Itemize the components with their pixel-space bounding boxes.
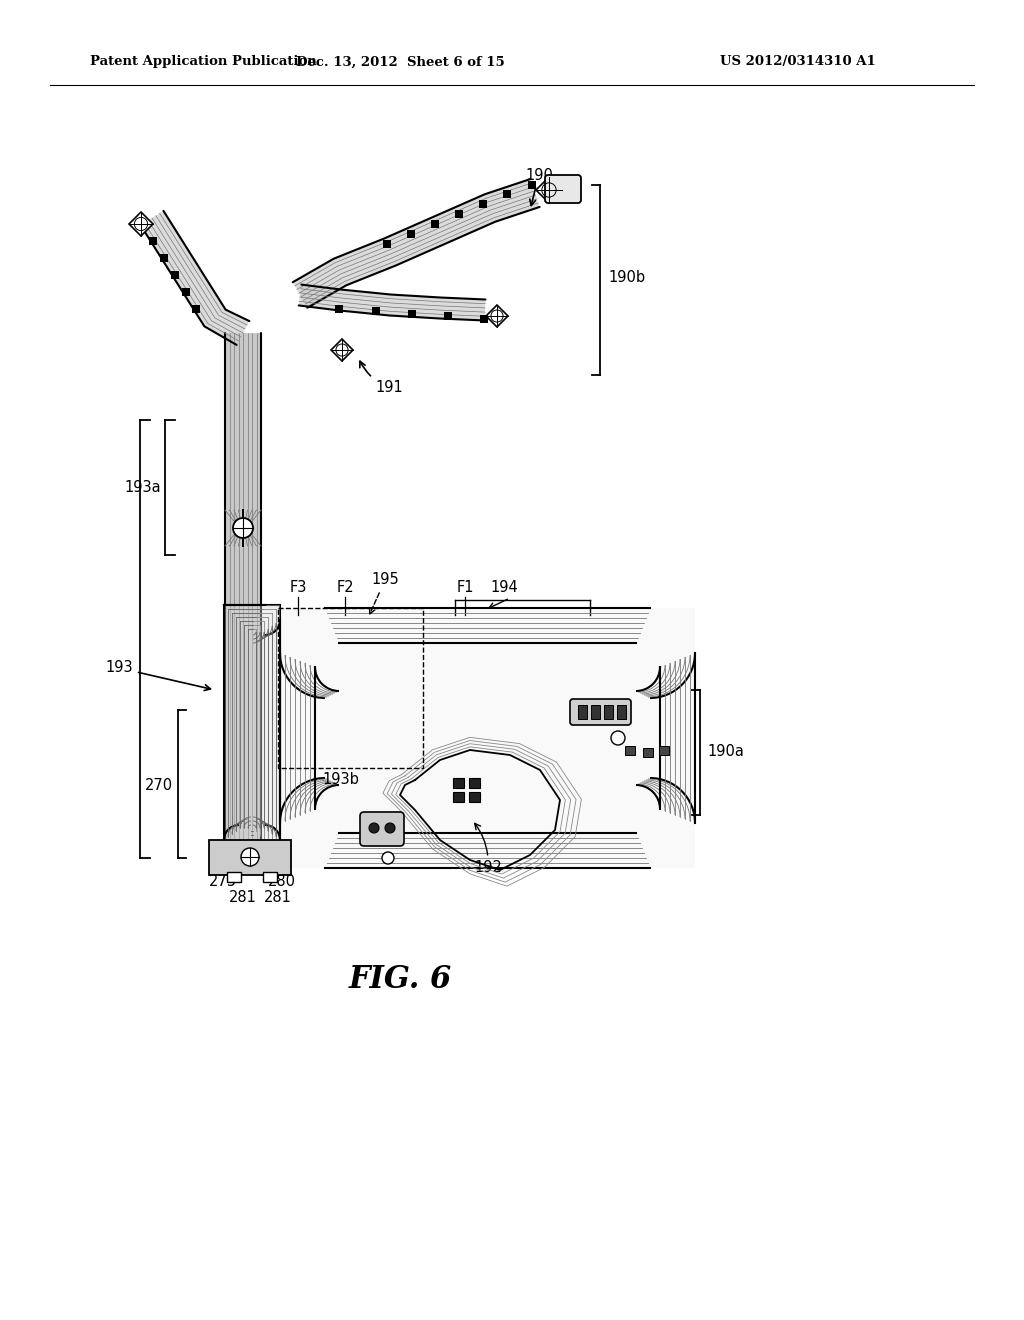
Text: 193: 193: [105, 660, 211, 690]
Bar: [193, 305, 201, 313]
FancyBboxPatch shape: [360, 812, 404, 846]
Bar: [336, 305, 343, 313]
Text: 193b: 193b: [322, 772, 358, 788]
Polygon shape: [225, 333, 261, 855]
Bar: [625, 746, 635, 755]
Text: FIG. 6: FIG. 6: [348, 965, 452, 995]
Bar: [408, 310, 416, 318]
Polygon shape: [129, 213, 153, 236]
Circle shape: [233, 517, 253, 539]
Bar: [209, 840, 291, 875]
Polygon shape: [331, 339, 353, 360]
Bar: [455, 210, 463, 218]
Bar: [160, 253, 168, 261]
Polygon shape: [536, 177, 562, 203]
Text: 281: 281: [264, 890, 292, 906]
Bar: [278, 609, 423, 768]
Bar: [224, 605, 280, 855]
Text: F3: F3: [290, 581, 306, 595]
Text: 195: 195: [370, 573, 399, 614]
Polygon shape: [486, 305, 508, 327]
Bar: [659, 746, 669, 755]
Text: 270: 270: [144, 777, 173, 792]
Bar: [469, 792, 480, 803]
Bar: [578, 705, 587, 719]
Circle shape: [611, 731, 625, 744]
Circle shape: [369, 822, 379, 833]
Bar: [604, 705, 613, 719]
FancyBboxPatch shape: [545, 176, 581, 203]
FancyBboxPatch shape: [570, 700, 631, 725]
Bar: [407, 230, 415, 238]
Polygon shape: [140, 211, 250, 345]
Bar: [480, 315, 488, 323]
Bar: [453, 777, 464, 788]
Text: 193a: 193a: [124, 480, 161, 495]
Bar: [263, 873, 278, 882]
Polygon shape: [299, 285, 485, 321]
Bar: [280, 609, 695, 869]
Bar: [171, 271, 179, 279]
Text: 280: 280: [264, 861, 296, 890]
Text: F1: F1: [457, 581, 474, 595]
Bar: [181, 288, 189, 296]
Bar: [643, 748, 653, 756]
Bar: [504, 190, 511, 198]
Bar: [372, 308, 380, 315]
Bar: [527, 181, 536, 189]
Text: 190b: 190b: [608, 271, 645, 285]
Bar: [453, 792, 464, 803]
Text: 194: 194: [490, 581, 518, 595]
Bar: [591, 705, 600, 719]
Text: 281: 281: [229, 890, 257, 906]
Bar: [444, 313, 453, 321]
Bar: [469, 777, 480, 788]
Circle shape: [241, 847, 259, 866]
Bar: [617, 705, 626, 719]
Circle shape: [385, 822, 395, 833]
Text: Dec. 13, 2012  Sheet 6 of 15: Dec. 13, 2012 Sheet 6 of 15: [296, 55, 505, 69]
Bar: [150, 236, 158, 246]
Circle shape: [382, 851, 394, 865]
Text: US 2012/0314310 A1: US 2012/0314310 A1: [720, 55, 876, 69]
Polygon shape: [293, 180, 540, 308]
Text: F2: F2: [336, 581, 354, 595]
Text: 275: 275: [209, 862, 237, 890]
Text: 190: 190: [525, 168, 553, 206]
Text: 192: 192: [474, 824, 502, 875]
Bar: [431, 220, 439, 228]
Text: 191: 191: [359, 362, 402, 396]
Text: 190a: 190a: [707, 744, 743, 759]
Bar: [479, 201, 487, 209]
Bar: [383, 240, 390, 248]
Bar: [227, 873, 241, 882]
Text: Patent Application Publication: Patent Application Publication: [90, 55, 316, 69]
